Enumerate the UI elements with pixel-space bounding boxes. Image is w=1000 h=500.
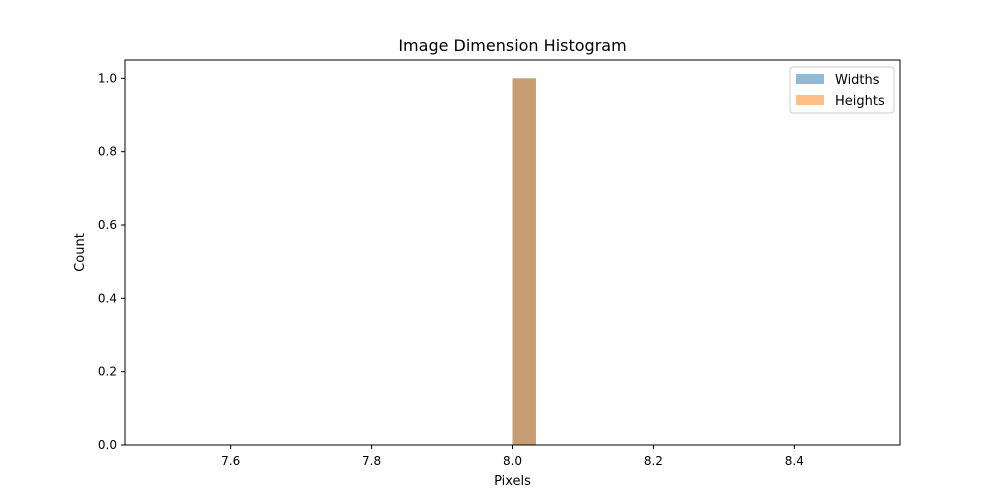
y-tick-label: 0.2: [98, 365, 117, 379]
y-tick-label: 0.4: [98, 291, 117, 305]
y-tick-label: 0.6: [98, 218, 117, 232]
plot-frame: [124, 59, 901, 446]
y-tick-label: 1.0: [98, 71, 117, 85]
y-tick-label: 0.0: [98, 438, 117, 452]
x-tick-label: 8.0: [503, 454, 522, 468]
y-axis-ticks: 0.0 0.2 0.4 0.6 0.8 1.0: [98, 71, 125, 452]
legend-swatch-heights: [796, 95, 824, 105]
y-axis-label: Count: [73, 233, 88, 272]
legend-label-heights: Heights: [835, 94, 885, 109]
bar-heights-0: [512, 78, 536, 445]
x-tick-label: 7.8: [362, 454, 381, 468]
x-axis-ticks: 7.6 7.8 8.0 8.2 8.4: [221, 445, 804, 468]
x-tick-label: 7.6: [221, 454, 240, 468]
bars-layer: [512, 78, 536, 445]
x-axis-label: Pixels: [494, 474, 531, 489]
legend: Widths Heights: [789, 66, 895, 114]
legend-label-widths: Widths: [835, 73, 880, 88]
legend-swatch-widths: [796, 74, 824, 84]
chart-title: Image Dimension Histogram: [398, 36, 626, 55]
y-tick-label: 0.8: [98, 145, 117, 159]
x-tick-label: 8.2: [644, 454, 663, 468]
x-tick-label: 8.4: [785, 454, 804, 468]
